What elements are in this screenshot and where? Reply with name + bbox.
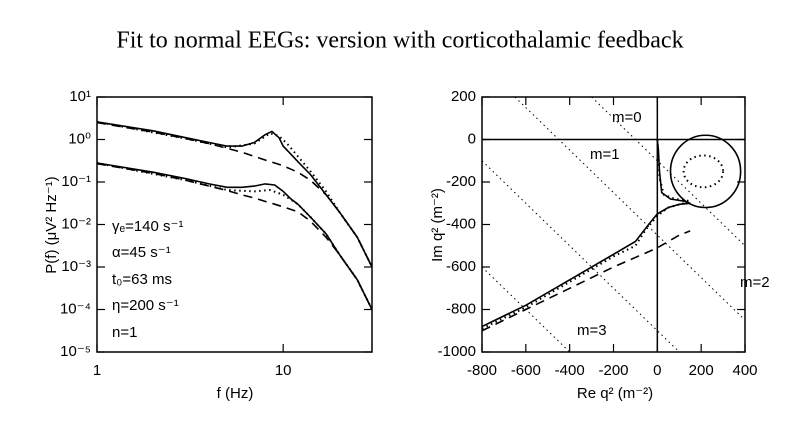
annotation: t₀=63 ms [112, 271, 172, 288]
annotation: α=45 s⁻¹ [112, 244, 171, 261]
x-tick-label: 0 [653, 362, 661, 379]
y-tick-label: 200 [451, 88, 476, 105]
annotation: m=2 [740, 274, 770, 291]
series-line [482, 230, 691, 332]
annotation: γₑ=140 s⁻¹ [112, 218, 183, 235]
y-axis-label: Im q² (m⁻²) [429, 188, 446, 262]
y-tick-label: -200 [446, 173, 476, 190]
series-line [591, 97, 745, 247]
circle-curve [669, 134, 742, 209]
y-tick-label: 10⁻³ [61, 258, 91, 275]
annotation: m=1 [590, 146, 620, 163]
y-tick-label: 10⁻² [61, 215, 91, 232]
y-tick-label: 0 [468, 130, 476, 147]
x-tick-label: 1 [93, 362, 101, 379]
x-axis-label: f (Hz) [217, 385, 254, 402]
y-tick-label: -600 [446, 258, 476, 275]
figure-title: Fit to normal EEGs: version with cortico… [116, 28, 683, 54]
series-line [97, 120, 372, 268]
series-line [97, 162, 372, 310]
series-line [97, 162, 372, 310]
annotation: m=3 [577, 322, 607, 339]
series-line [482, 139, 691, 328]
y-tick-label: 10⁻⁴ [60, 300, 91, 317]
x-tick-label: -200 [598, 362, 628, 379]
x-tick-label: 200 [689, 362, 714, 379]
series-line [514, 97, 745, 321]
x-tick-label: 10 [275, 362, 292, 379]
series-line [482, 139, 691, 330]
x-tick-label: -600 [511, 362, 541, 379]
annotation: m=0 [612, 109, 642, 126]
x-tick-label: -800 [467, 362, 497, 379]
y-tick-label: 10¹ [69, 88, 91, 105]
y-tick-label: -1000 [438, 343, 476, 360]
y-axis-label: P(f) (μV² Hz⁻¹) [43, 176, 60, 273]
y-tick-label: 10⁻⁵ [60, 343, 91, 360]
plot-area [97, 120, 372, 310]
x-axis-label: Re q² (m⁻²) [577, 385, 653, 402]
circle-curve [682, 154, 725, 189]
y-tick-label: 10⁰ [68, 130, 91, 147]
annotation: η=200 s⁻¹ [112, 297, 179, 314]
x-tick-label: -400 [555, 362, 585, 379]
y-tick-label: -800 [446, 300, 476, 317]
series-line [482, 160, 680, 352]
y-tick-label: 10⁻¹ [61, 173, 91, 190]
y-tick-label: -400 [446, 215, 476, 232]
x-tick-label: 400 [732, 362, 757, 379]
plot-area [482, 97, 745, 352]
annotation: n=1 [112, 324, 137, 341]
